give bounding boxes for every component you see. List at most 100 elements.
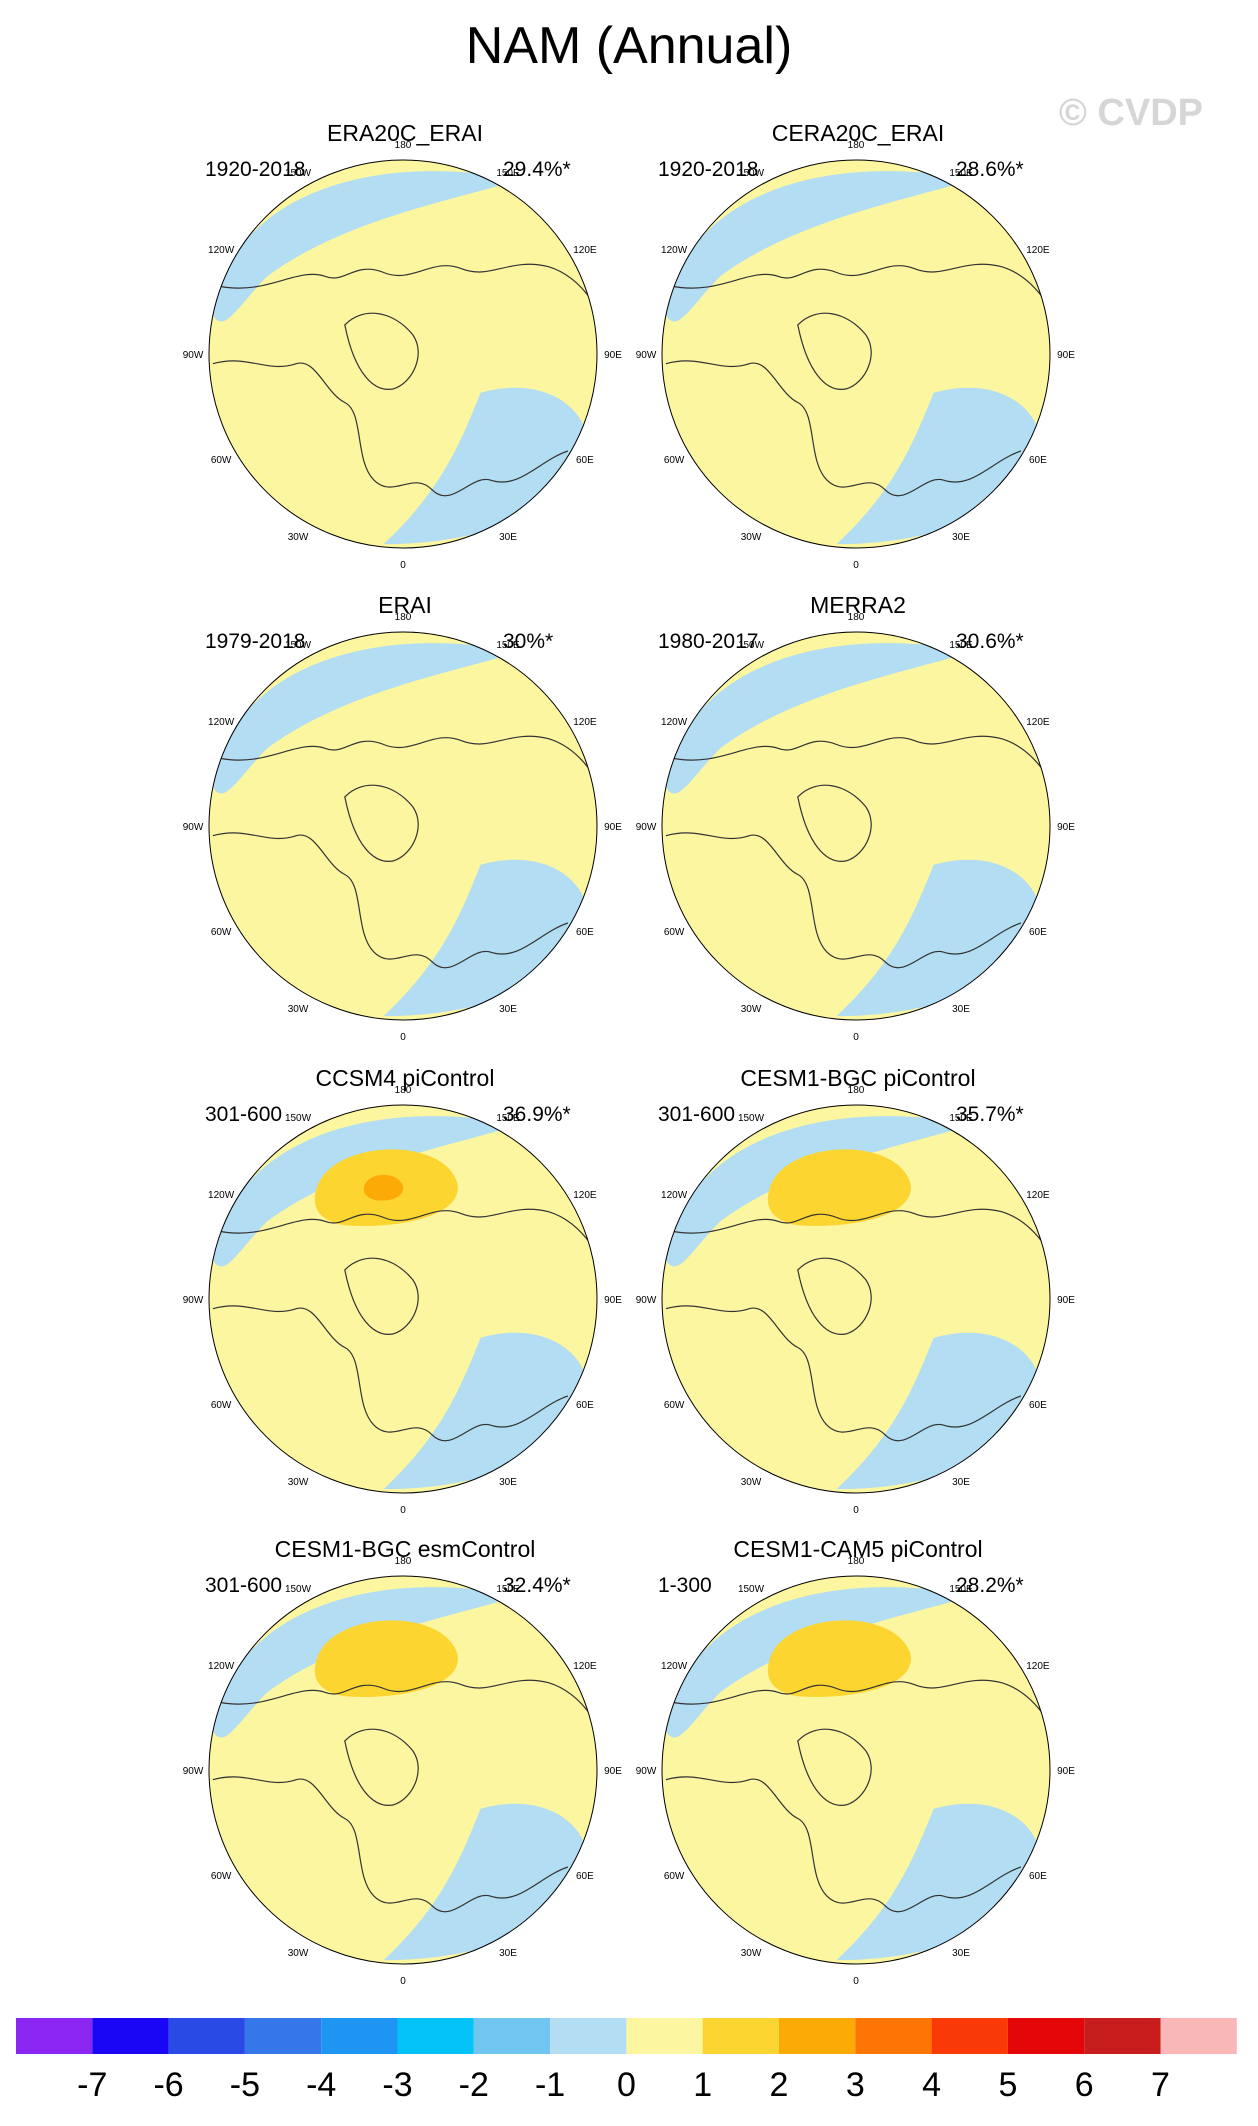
lon-label: 150W <box>285 1584 312 1595</box>
colorbar-swatch <box>1084 2018 1161 2054</box>
panel-title: CESM1-BGC piControl <box>740 1065 976 1091</box>
panel-title: CERA20C_ERAI <box>771 120 945 146</box>
panel-period: 1920-2018 <box>658 158 759 181</box>
lon-label: 30W <box>741 1004 762 1015</box>
map-panel: CCSM4 piControl 301-600 36.9%* 180 150E 120E 9… <box>183 1065 665 1516</box>
lon-label: 0 <box>400 1505 406 1516</box>
negative-region <box>665 171 973 322</box>
lon-label: 90W <box>636 1766 657 1777</box>
coastlines <box>212 1208 592 1442</box>
panel-title: MERRA2 <box>810 592 906 618</box>
map-border <box>208 159 598 549</box>
colorbar-tick-label: -3 <box>382 2066 412 2104</box>
map-panel: MERRA2 1980-2017 30.6%* 180 150E 120E 90E 60E 30… <box>636 592 1118 1043</box>
lon-label: 30E <box>952 1948 970 1959</box>
positive-lobe <box>767 1620 911 1698</box>
lon-label: 180 <box>848 140 865 151</box>
lon-label: 0 <box>400 1976 406 1987</box>
lon-label: 120W <box>661 1661 688 1672</box>
lon-label: 0 <box>853 560 859 571</box>
positive-lobe-core <box>363 1174 404 1201</box>
panel-variance: 32.4%* <box>503 1574 571 1597</box>
map-panel: ERAI 1979-2018 30%* 180 150E 120E 90E 60E 30E 0 30… <box>183 592 665 1043</box>
panel-period: 301-600 <box>658 1103 736 1126</box>
lon-label: 150E <box>496 1113 520 1124</box>
lon-label: 60E <box>576 1871 594 1882</box>
lon-label: 150W <box>738 168 765 179</box>
colorbar-swatch <box>92 2018 169 2054</box>
lon-label: 90W <box>636 350 657 361</box>
negative-region <box>665 643 973 794</box>
lon-label: 120W <box>208 1190 235 1201</box>
panel-period: 301-600 <box>205 1103 283 1126</box>
colorbar-tick-label: -2 <box>459 2066 489 2104</box>
lon-label: 60E <box>1029 455 1047 466</box>
negative-region <box>212 171 520 322</box>
panel-title: CESM1-CAM5 piControl <box>733 1536 983 1562</box>
lon-label: 150E <box>949 1113 973 1124</box>
lon-label: 30W <box>288 1477 309 1488</box>
panel-variance: 30%* <box>503 630 554 653</box>
map-border <box>661 1575 1051 1965</box>
lon-label: 90E <box>1057 1766 1075 1777</box>
page-title: NAM (Annual) <box>465 17 793 75</box>
lon-label: 30W <box>288 532 309 543</box>
lon-label: 60W <box>211 455 232 466</box>
lon-label: 60E <box>576 927 594 938</box>
colorbar-swatch <box>550 2018 627 2054</box>
lon-label: 120E <box>573 717 597 728</box>
map-panel: CESM1-BGC esmControl 301-600 32.4%* 180 150E… <box>183 1536 665 1987</box>
lon-label: 90E <box>1057 822 1075 833</box>
map-border <box>208 1575 598 1965</box>
colorbar-tick-label: 7 <box>1151 2066 1170 2104</box>
lon-label: 60W <box>664 1871 685 1882</box>
lon-label: 90E <box>604 350 622 361</box>
lon-label: 60W <box>211 927 232 938</box>
colorbar-tick-label: 3 <box>846 2066 865 2104</box>
lon-label: 60E <box>1029 1400 1047 1411</box>
lon-label: 30E <box>952 532 970 543</box>
lon-label: 0 <box>853 1505 859 1516</box>
colorbar-tick-label: 6 <box>1075 2066 1094 2104</box>
colorbar-swatch <box>168 2018 245 2054</box>
panel-period: 1980-2017 <box>658 630 759 653</box>
lon-label: 150E <box>949 168 973 179</box>
colorbar-swatch <box>1160 2018 1237 2054</box>
lon-label: 30W <box>741 532 762 543</box>
lon-label: 120E <box>1026 1661 1050 1672</box>
lon-label: 0 <box>853 1032 859 1043</box>
panel-title: CCSM4 piControl <box>315 1065 495 1091</box>
colorbar-tick-label: -1 <box>535 2066 565 2104</box>
lon-label: 120W <box>661 717 688 728</box>
negative-region <box>665 1116 973 1267</box>
lon-label: 150W <box>738 640 765 651</box>
lon-label: 0 <box>400 1032 406 1043</box>
coastlines <box>212 735 592 969</box>
lon-label: 180 <box>848 1085 865 1096</box>
lon-label: 150E <box>496 1584 520 1595</box>
polar-map: 180 150E 120E 90E 60E 30E 0 30W 60W 90W 120W 150W <box>183 612 623 1043</box>
lon-label: 180 <box>395 612 412 623</box>
colorbar-tick-label: -5 <box>230 2066 260 2104</box>
lon-label: 150E <box>949 640 973 651</box>
watermark: © CVDP <box>1058 92 1203 134</box>
lon-label: 180 <box>848 612 865 623</box>
lon-label: 90E <box>1057 350 1075 361</box>
positive-lobe <box>767 1149 911 1227</box>
coastlines <box>212 1679 592 1913</box>
polar-map: 180 150E 120E 90E 60E 30E 0 30W 60W 90W 120W 150W <box>636 1556 1076 1987</box>
lon-label: 30W <box>288 1948 309 1959</box>
lon-label: 120W <box>208 245 235 256</box>
lon-label: 90W <box>636 1295 657 1306</box>
polar-map: 180 150E 120E 90E 60E 30E 0 30W 60W 90W 120W 150W <box>636 1085 1076 1516</box>
panel-variance: 28.6%* <box>956 158 1024 181</box>
colorbar-tick-label: -4 <box>306 2066 336 2104</box>
colorbar-tick-label: 2 <box>770 2066 789 2104</box>
colorbar-tick-label: 1 <box>693 2066 712 2104</box>
colorbar-tick-label: 0 <box>617 2066 636 2104</box>
lon-label: 150E <box>496 640 520 651</box>
lon-label: 150W <box>285 1113 312 1124</box>
lon-label: 60E <box>1029 1871 1047 1882</box>
coastlines <box>212 263 592 497</box>
lon-label: 90E <box>604 822 622 833</box>
